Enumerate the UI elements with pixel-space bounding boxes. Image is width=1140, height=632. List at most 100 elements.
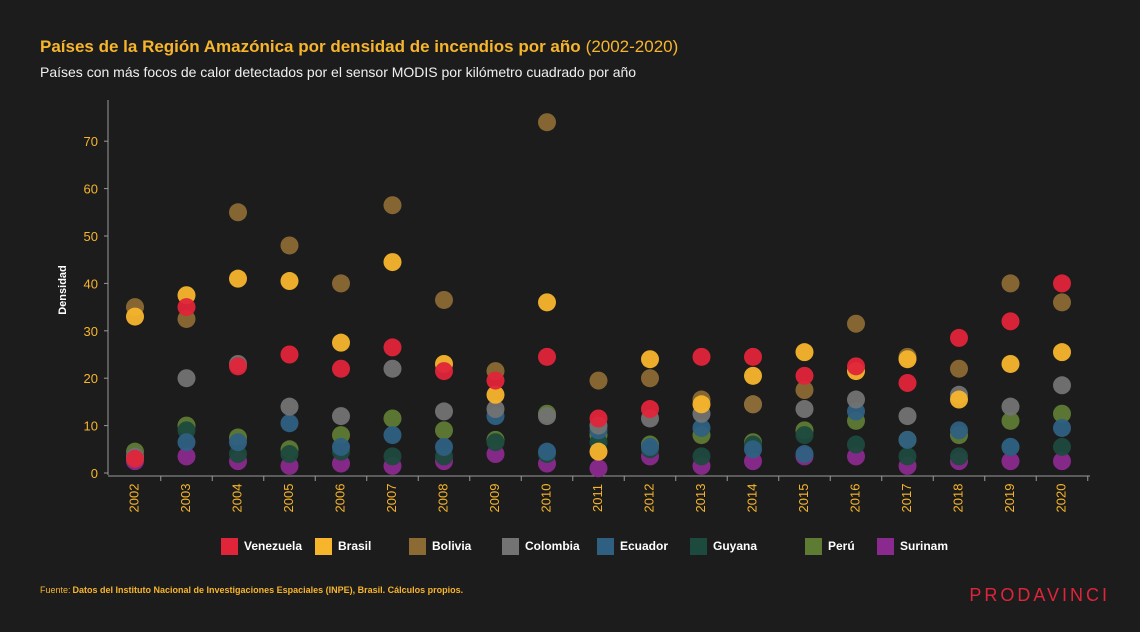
- y-tick-label: 10: [84, 419, 98, 434]
- data-point-brasil: [589, 442, 608, 461]
- y-tick-label: 20: [84, 371, 98, 386]
- x-tick-label: 2015: [796, 484, 811, 513]
- data-point-guyana: [950, 447, 968, 466]
- legend-item: Perú: [805, 536, 855, 556]
- data-point-bolivia: [435, 290, 453, 309]
- data-point-ecuador: [1001, 437, 1020, 456]
- data-point-brasil: [898, 350, 917, 369]
- source-note: Fuente: Datos del Instituto Nacional de I…: [40, 585, 463, 595]
- source-label: Fuente:: [40, 585, 71, 595]
- legend-swatch: [690, 537, 707, 555]
- legend-swatch: [877, 537, 894, 555]
- data-point-bolivia: [744, 395, 762, 414]
- data-point-ecuador: [950, 421, 968, 440]
- x-tick-label: 2003: [178, 484, 193, 513]
- data-point-ecuador: [795, 445, 814, 464]
- legend-label: Brasil: [338, 539, 372, 553]
- data-point-bolivia: [795, 381, 814, 400]
- data-point-surinam: [589, 459, 608, 478]
- data-point-venezuela: [126, 449, 144, 468]
- legend-label: Perú: [828, 539, 855, 553]
- chart-legend: Venezuela Brasil Bolivia Colombia Ecuador Guy…: [221, 536, 981, 556]
- legend-item: Bolivia: [409, 536, 471, 556]
- legend-swatch: [805, 537, 822, 555]
- legend-item: Colombia: [502, 536, 580, 556]
- data-point-brasil: [229, 269, 247, 288]
- data-point-brasil: [795, 343, 814, 362]
- data-point-venezuela: [332, 359, 350, 378]
- legend-label: Bolivia: [432, 539, 472, 553]
- data-point-colombia: [280, 397, 299, 416]
- y-tick-label: 60: [84, 182, 98, 197]
- data-point-guyana: [692, 447, 711, 466]
- legend-swatch: [315, 537, 332, 555]
- data-point-colombia: [435, 402, 453, 421]
- data-point-guyana: [383, 447, 402, 466]
- legend-swatch: [597, 537, 614, 555]
- legend-item: Guyana: [690, 536, 757, 556]
- data-point-brasil: [538, 293, 556, 312]
- data-point-bolivia: [847, 314, 865, 333]
- y-tick-label: 40: [84, 276, 98, 291]
- data-point-brasil: [744, 366, 762, 385]
- data-point-ecuador: [1053, 418, 1071, 437]
- x-tick-label: 2014: [744, 484, 759, 513]
- data-point-guyana: [486, 433, 505, 452]
- data-point-colombia: [1001, 397, 1020, 416]
- data-point-venezuela: [229, 357, 247, 376]
- data-point-bolivia: [383, 196, 402, 215]
- data-point-venezuela: [744, 347, 762, 366]
- data-point-ecuador: [641, 437, 659, 456]
- x-tick-label: 2007: [384, 484, 399, 513]
- x-tick-label: 2018: [950, 484, 965, 513]
- y-tick-label: 50: [84, 229, 98, 244]
- data-point-brasil: [1001, 354, 1020, 373]
- y-tick-label: 0: [91, 466, 98, 481]
- x-tick-label: 2004: [229, 484, 244, 513]
- data-point-surinam: [1053, 452, 1071, 471]
- chart-title-range: (2002-2020): [585, 37, 679, 56]
- data-point-colombia: [383, 359, 402, 378]
- data-point-ecuador: [744, 440, 762, 459]
- data-point-ecuador: [229, 433, 247, 452]
- data-point-bolivia: [332, 274, 350, 293]
- data-point-guyana: [898, 447, 917, 466]
- data-point-bolivia: [280, 236, 299, 255]
- data-point-colombia: [898, 407, 917, 426]
- source-text: Datos del Instituto Nacional de Investig…: [72, 585, 464, 595]
- x-tick-label: 2006: [332, 484, 347, 513]
- data-point-brasil: [692, 395, 711, 414]
- data-point-bolivia: [229, 203, 247, 222]
- data-point-peru: [1001, 411, 1020, 430]
- data-point-ecuador: [177, 433, 196, 452]
- data-point-colombia: [486, 400, 505, 419]
- chart-title: Países de la Región Amazónica por densid…: [40, 37, 678, 57]
- data-point-ecuador: [332, 437, 350, 456]
- legend-item: Brasil: [315, 536, 371, 556]
- data-point-guyana: [847, 435, 865, 454]
- data-point-bolivia: [538, 113, 556, 132]
- x-tick-label: 2002: [126, 484, 141, 513]
- data-point-venezuela: [1001, 312, 1020, 331]
- x-tick-label: 2017: [899, 484, 914, 513]
- x-tick-label: 2019: [1002, 484, 1017, 513]
- data-point-colombia: [538, 407, 556, 426]
- x-tick-label: 2011: [590, 484, 605, 512]
- data-point-venezuela: [589, 409, 608, 428]
- data-point-venezuela: [435, 362, 453, 381]
- y-axis-title: Densidad: [57, 265, 69, 315]
- data-point-ecuador: [692, 418, 711, 437]
- data-point-brasil: [383, 253, 402, 272]
- data-point-ecuador: [435, 437, 453, 456]
- y-tick-label: 30: [84, 324, 98, 339]
- x-tick-label: 2016: [847, 484, 862, 513]
- x-tick-label: 2005: [281, 484, 296, 513]
- data-point-ecuador: [280, 414, 299, 433]
- data-point-venezuela: [641, 400, 659, 419]
- legend-label: Ecuador: [620, 539, 669, 553]
- y-tick-label: 70: [84, 134, 98, 149]
- data-point-bolivia: [950, 359, 968, 378]
- data-point-colombia: [177, 369, 196, 388]
- data-point-peru: [435, 421, 453, 440]
